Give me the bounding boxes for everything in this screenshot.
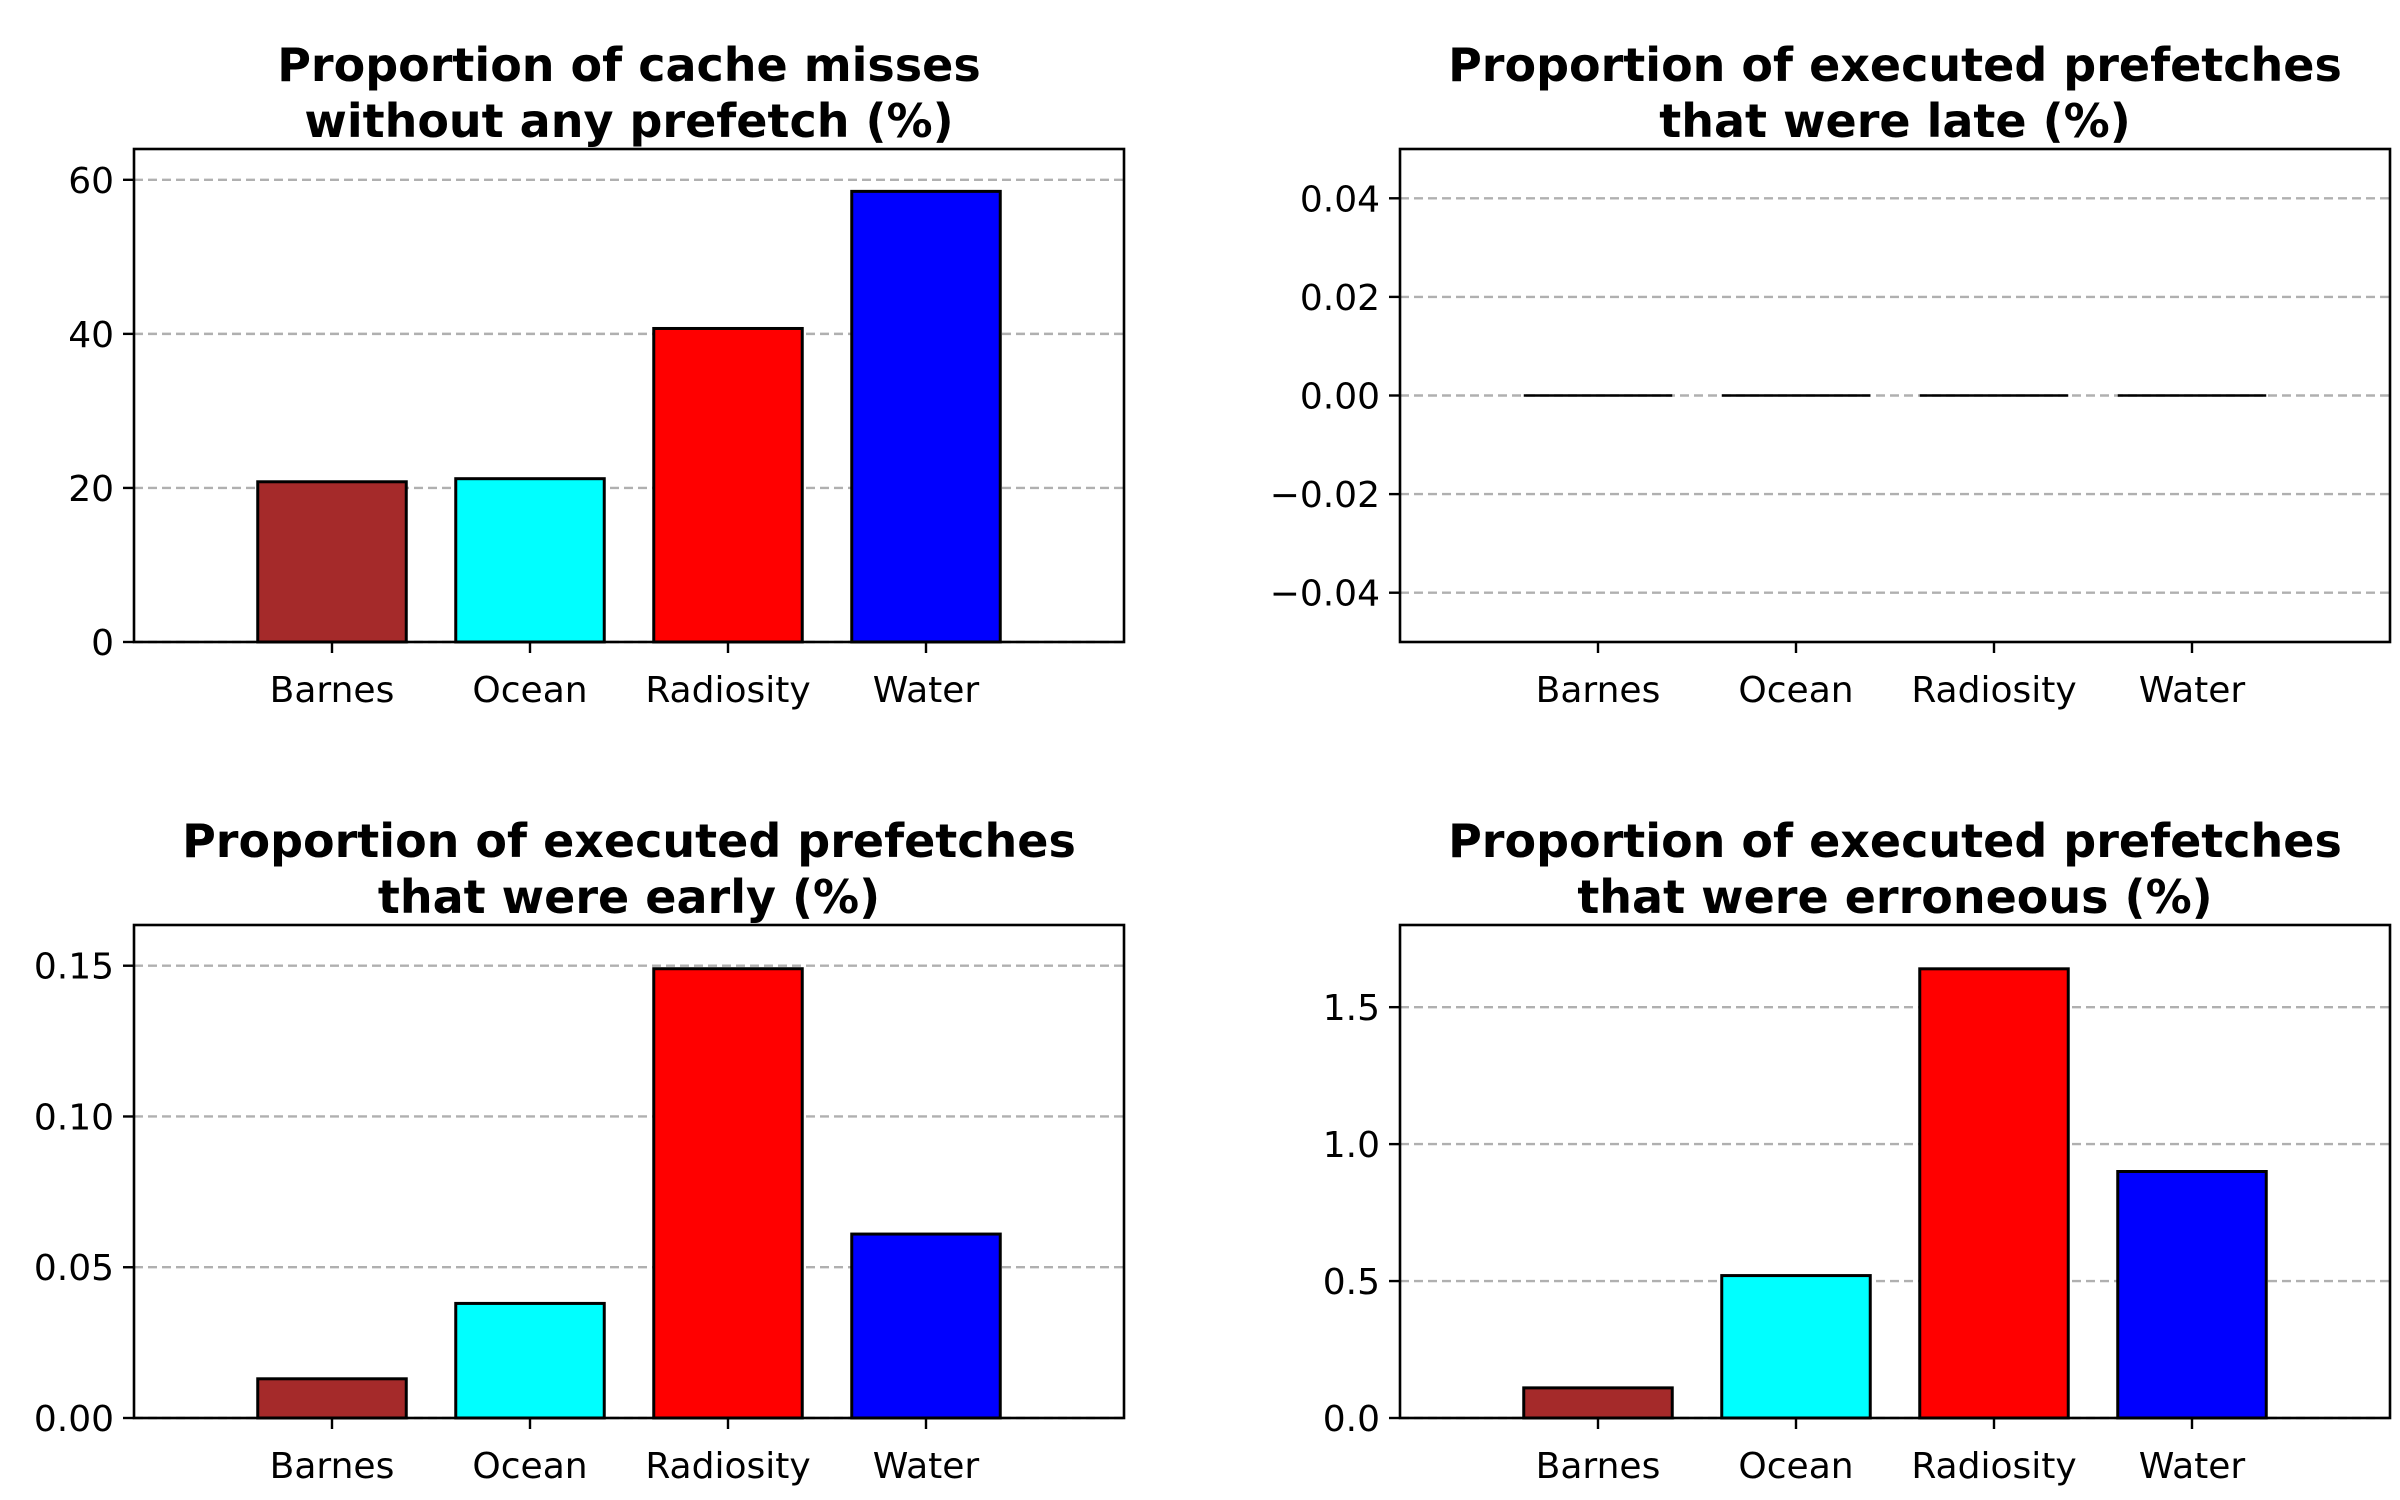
x-tick-label: Barnes <box>270 670 395 711</box>
bar-barnes <box>256 480 408 644</box>
chart-title-line-1: Proportion of executed prefetches <box>1448 814 2342 868</box>
chart-panel-3: 0.00 0.05 0.10 0.15 Barnes Ocean Radiosity Wate… <box>34 814 1126 1487</box>
y-tick-label: 0 <box>91 623 114 664</box>
x-tick-label: Barnes <box>1536 670 1661 711</box>
bar-radiosity <box>652 326 804 644</box>
y-tick-label: −0.02 <box>1270 475 1380 516</box>
axes-frame <box>1398 923 2392 1420</box>
bar-water <box>850 189 1002 644</box>
chart-title-line-2: that were late (%) <box>1659 94 2131 148</box>
bar-ocean <box>454 477 606 644</box>
y-tick-label: 1.0 <box>1323 1125 1380 1166</box>
y-tick-label: −0.04 <box>1270 574 1380 615</box>
bar-barnes <box>256 1377 408 1420</box>
y-tick-label: 0.10 <box>34 1097 114 1138</box>
chart-panel-1: 0 20 40 60 Barnes Ocean Radiosity Water Proporti… <box>68 38 1126 711</box>
chart-panel-2: −0.04 −0.02 0.00 0.02 0.04 Barnes Ocean Radiosi… <box>1270 38 2392 711</box>
bar-radiosity <box>652 967 804 1420</box>
y-tick-label: 0.02 <box>1300 278 1380 319</box>
y-tick-label: 0.15 <box>34 947 114 988</box>
x-tick-label: Ocean <box>472 670 587 711</box>
bar-ocean <box>1720 1274 1872 1420</box>
x-tick-label: Barnes <box>1536 1446 1661 1487</box>
x-tick-label: Ocean <box>472 1446 587 1487</box>
bar-water <box>2116 1170 2268 1420</box>
chart-title-line-1: Proportion of executed prefetches <box>182 814 1076 868</box>
y-tick-label: 20 <box>68 469 114 510</box>
y-tick-label: 40 <box>68 315 114 356</box>
x-tick-label: Water <box>2139 670 2246 711</box>
chart-title-line-1: Proportion of executed prefetches <box>1448 38 2342 92</box>
y-tick-label: 0.04 <box>1300 179 1380 220</box>
x-tick-label: Radiosity <box>645 670 810 711</box>
y-tick-label: 0.00 <box>34 1399 114 1440</box>
y-tick-label: 1.5 <box>1323 988 1380 1029</box>
bar-water <box>850 1232 1002 1420</box>
x-tick-label: Water <box>873 1446 980 1487</box>
bar-ocean <box>454 1301 606 1420</box>
x-tick-label: Barnes <box>270 1446 395 1487</box>
y-tick-label: 0.5 <box>1323 1262 1380 1303</box>
axes-frame <box>132 147 1126 644</box>
chart-title-line-2: that were erroneous (%) <box>1577 870 2212 924</box>
y-tick-label: 0.00 <box>1300 377 1380 418</box>
x-tick-label: Radiosity <box>1911 670 2076 711</box>
y-tick-label: 60 <box>68 161 114 202</box>
chart-title-line-1: Proportion of cache misses <box>277 38 981 92</box>
x-tick-label: Radiosity <box>1911 1446 2076 1487</box>
y-tick-label: 0.05 <box>34 1248 114 1289</box>
chart-title-line-2: that were early (%) <box>378 870 880 924</box>
x-tick-label: Ocean <box>1738 670 1853 711</box>
x-tick-label: Ocean <box>1738 1446 1853 1487</box>
chart-title-line-2: without any prefetch (%) <box>304 94 953 148</box>
x-tick-label: Radiosity <box>645 1446 810 1487</box>
bar-barnes <box>1522 1386 1674 1420</box>
y-tick-label: 0.0 <box>1323 1399 1380 1440</box>
axes-frame <box>132 923 1126 1420</box>
bar-radiosity <box>1918 967 2070 1420</box>
chart-panel-4: 0.0 0.5 1.0 1.5 Barnes Ocean Radiosity Water Pro… <box>1323 814 2392 1487</box>
x-tick-label: Water <box>873 670 980 711</box>
x-tick-label: Water <box>2139 1446 2246 1487</box>
